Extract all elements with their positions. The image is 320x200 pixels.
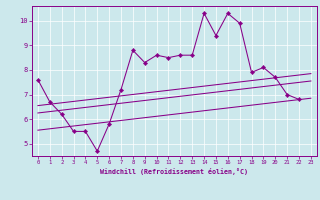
X-axis label: Windchill (Refroidissement éolien,°C): Windchill (Refroidissement éolien,°C) bbox=[100, 168, 248, 175]
